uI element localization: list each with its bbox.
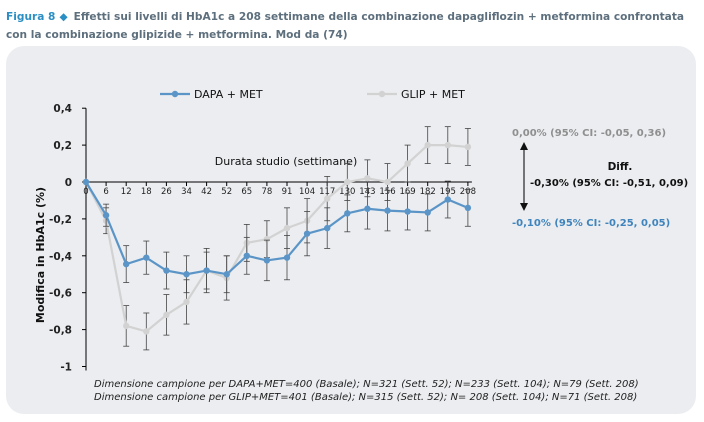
y-tick-label: 0,2 <box>53 140 72 152</box>
glip-data-point <box>163 311 170 319</box>
diff-arrow-down-icon <box>520 203 528 211</box>
x-tick-label: 34 <box>181 187 192 197</box>
glip-end-annotation: 0,00% (95% CI: -0,05, 0,36) <box>512 128 666 139</box>
glip-data-point <box>344 178 351 186</box>
glip-data-point <box>143 328 150 335</box>
glip-series-line <box>85 144 469 333</box>
x-tick-label: 6 <box>103 187 108 197</box>
glip-data-point <box>263 235 271 243</box>
sample-size-glip: Dimensione campione per GLIP+MET=401 (Ba… <box>94 392 638 403</box>
y-tick-label: 0,4 <box>53 103 72 115</box>
dapa-end-annotation: -0,10% (95% CI: -0,25, 0,05) <box>512 218 670 229</box>
dapa-data-point <box>203 267 210 274</box>
x-tick-label: 12 <box>121 187 132 197</box>
glip-data-point <box>424 141 431 149</box>
diamond-icon: ◆ <box>59 11 68 23</box>
y-tick-label: -0,4 <box>49 251 72 263</box>
x-tick-label: 18 <box>141 187 152 197</box>
x-tick-label: 26 <box>161 187 172 197</box>
glip-data-point <box>444 141 451 149</box>
x-tick-label: 182 <box>420 187 436 197</box>
x-tick-label: 169 <box>399 187 415 197</box>
chart-frame <box>6 46 696 414</box>
y-tick-label: 0 <box>65 177 72 189</box>
glip-data-point <box>324 195 331 202</box>
y-axis-title: Modifica in HbA1c (%) <box>34 187 47 323</box>
dapa-data-point <box>183 271 190 278</box>
legend-dapa-label: DAPA + MET <box>194 88 263 101</box>
caption-text: Effetti sui livelli di HbA1c a 208 setti… <box>6 11 685 41</box>
legend-glip-label: GLIP + MET <box>401 88 465 101</box>
dapa-data-point <box>143 254 150 261</box>
dapa-data-point <box>163 267 170 274</box>
glip-data-point <box>123 322 130 330</box>
x-tick-label: 0 <box>83 187 88 197</box>
glip-data-point <box>404 160 411 167</box>
dapa-series-line <box>85 181 469 276</box>
dapa-data-point <box>364 205 371 212</box>
dapa-data-point <box>303 230 311 237</box>
dapa-data-point <box>424 209 431 216</box>
dapa-data-point <box>384 207 391 214</box>
dapa-data-point <box>344 210 351 217</box>
dapa-data-point <box>243 252 250 259</box>
glip-data-point <box>364 175 371 182</box>
x-axis-title: Durata studio (settimane) <box>215 155 358 168</box>
legend-dapa-marker <box>171 90 179 98</box>
legend-glip-marker <box>378 90 386 98</box>
dapa-data-point <box>404 208 411 215</box>
x-tick-label: 78 <box>261 187 272 197</box>
dapa-data-point <box>82 178 90 186</box>
y-tick-label: -0,6 <box>49 288 72 300</box>
glip-data-point <box>183 298 190 306</box>
dapa-data-point <box>223 271 230 278</box>
dapa-data-point <box>464 204 472 212</box>
x-tick-label: 104 <box>299 187 315 197</box>
sample-size-notes: Dimensione campione per DAPA+MET=400 (Ba… <box>94 378 674 404</box>
x-tick-label: 65 <box>241 187 252 197</box>
dapa-data-point <box>444 196 451 203</box>
x-tick-label: 42 <box>201 187 212 197</box>
dapa-data-point <box>263 257 271 264</box>
dapa-data-point <box>123 260 130 268</box>
sample-size-dapa: Dimensione campione per DAPA+MET=400 (Ba… <box>94 379 639 390</box>
glip-data-point <box>464 143 472 151</box>
dapa-data-point <box>324 224 331 232</box>
y-tick-label: -0,8 <box>49 325 72 337</box>
glip-data-point <box>283 224 291 232</box>
figure-caption: Figura 8 ◆ Effetti sui livelli di HbA1c a … <box>6 8 698 44</box>
x-tick-label: 52 <box>221 187 232 197</box>
diff-arrow-up-icon <box>520 142 528 150</box>
diff-value: -0,30% (95% CI: -0,51, 0,09) <box>530 178 688 189</box>
x-tick-label: 91 <box>282 187 293 197</box>
glip-data-point <box>384 178 391 186</box>
diff-title: Diff. <box>608 161 633 173</box>
figure-label: Figura 8 <box>6 11 56 23</box>
dapa-data-point <box>102 212 110 219</box>
y-tick-label: -1 <box>60 362 72 374</box>
y-tick-label: -0,2 <box>49 214 72 226</box>
dapa-data-point <box>283 254 291 261</box>
